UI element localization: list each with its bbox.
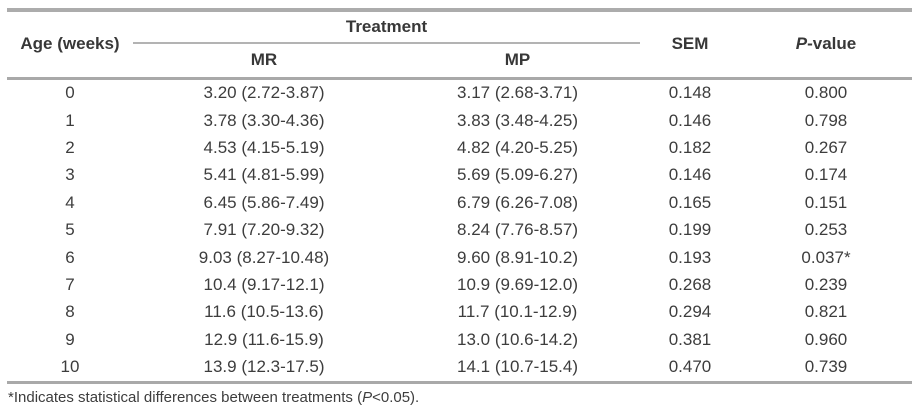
table-row: 10 13.9 (12.3-17.5) 14.1 (10.7-15.4) 0.4… bbox=[7, 353, 912, 382]
p-value-header-italic-p: P bbox=[795, 34, 808, 54]
table-row: 3 5.41 (4.81-5.99) 5.69 (5.09-6.27) 0.14… bbox=[7, 162, 912, 189]
sem-cell: 0.470 bbox=[668, 357, 712, 377]
age-cell: 3 bbox=[65, 165, 75, 185]
p-value-cell: 0.798 bbox=[804, 110, 848, 130]
mp-cell: 5.69 (5.09-6.27) bbox=[457, 165, 578, 185]
mr-cell: 3.78 (3.30-4.36) bbox=[203, 110, 325, 130]
mp-cell: 3.17 (2.68-3.71) bbox=[457, 83, 578, 103]
mp-cell: 3.83 (3.48-4.25) bbox=[457, 110, 578, 130]
mr-cell: 4.53 (4.15-5.19) bbox=[203, 137, 325, 157]
p-value-header-rest: -value bbox=[807, 34, 857, 54]
mr-cell: 12.9 (11.6-15.9) bbox=[204, 329, 324, 349]
table-row: 0 3.20 (2.72-3.87) 3.17 (2.68-3.71) 0.14… bbox=[7, 78, 912, 107]
table-row: 2 4.53 (4.15-5.19) 4.82 (4.20-5.25) 0.18… bbox=[7, 134, 912, 161]
mr-cell: 6.45 (5.86-7.49) bbox=[203, 192, 325, 212]
age-column-header: Age (weeks) bbox=[20, 34, 120, 54]
age-cell: 7 bbox=[65, 274, 75, 294]
p-value-column-header: P-value bbox=[740, 10, 912, 78]
p-value-cell: 0.151 bbox=[804, 192, 848, 212]
age-cell: 10 bbox=[60, 357, 80, 377]
mp-cell: 11.7 (10.1-12.9) bbox=[457, 302, 578, 322]
mp-cell: 8.24 (7.76-8.57) bbox=[457, 220, 578, 240]
sem-cell: 0.148 bbox=[668, 83, 712, 103]
mp-cell: 14.1 (10.7-15.4) bbox=[457, 357, 578, 377]
p-value-cell: 0.174 bbox=[804, 165, 848, 185]
mr-cell: 5.41 (4.81-5.99) bbox=[203, 165, 325, 185]
p-value-cell: 0.037* bbox=[801, 247, 851, 267]
sem-cell: 0.165 bbox=[668, 192, 712, 212]
age-cell: 8 bbox=[65, 302, 75, 322]
table-row: 8 11.6 (10.5-13.6) 11.7 (10.1-12.9) 0.29… bbox=[7, 299, 912, 326]
treatment-column-group-header: Treatment bbox=[133, 10, 640, 44]
table-row: 9 12.9 (11.6-15.9) 13.0 (10.6-14.2) 0.38… bbox=[7, 326, 912, 353]
mr-cell: 11.6 (10.5-13.6) bbox=[204, 302, 324, 322]
mp-cell: 4.82 (4.20-5.25) bbox=[457, 137, 578, 157]
mr-cell: 13.9 (12.3-17.5) bbox=[203, 357, 325, 377]
p-value-cell: 0.739 bbox=[804, 357, 848, 377]
treatment-comparison-table: Age (weeks) Treatment SEM P-value MR MP … bbox=[7, 8, 912, 384]
p-value-cell: 0.800 bbox=[804, 83, 848, 103]
age-cell: 2 bbox=[65, 137, 75, 157]
footnote-post: <0.05). bbox=[372, 388, 420, 406]
mr-cell: 3.20 (2.72-3.87) bbox=[203, 83, 325, 103]
age-cell: 4 bbox=[65, 192, 75, 212]
table-row: 4 6.45 (5.86-7.49) 6.79 (6.26-7.08) 0.16… bbox=[7, 189, 912, 216]
mp-cell: 10.9 (9.69-12.0) bbox=[457, 274, 578, 294]
p-value-cell: 0.267 bbox=[804, 137, 848, 157]
table-footnote: *Indicates statistical differences betwe… bbox=[7, 389, 912, 406]
table-row: 7 10.4 (9.17-12.1) 10.9 (9.69-12.0) 0.26… bbox=[7, 271, 912, 298]
age-cell: 9 bbox=[65, 329, 75, 349]
table-row: 1 3.78 (3.30-4.36) 3.83 (3.48-4.25) 0.14… bbox=[7, 107, 912, 134]
p-value-cell: 0.960 bbox=[804, 329, 848, 349]
age-cell: 6 bbox=[65, 247, 75, 267]
mp-cell: 13.0 (10.6-14.2) bbox=[457, 329, 578, 349]
sem-cell: 0.146 bbox=[668, 110, 712, 130]
footnote-italic-p: P bbox=[362, 388, 373, 406]
mr-cell: 9.03 (8.27-10.48) bbox=[198, 247, 330, 267]
mr-cell: 7.91 (7.20-9.32) bbox=[203, 220, 325, 240]
mp-cell: 6.79 (6.26-7.08) bbox=[457, 192, 578, 212]
footnote-pre: *Indicates statistical differences betwe… bbox=[8, 388, 363, 406]
age-cell: 0 bbox=[65, 83, 75, 103]
mr-cell: 10.4 (9.17-12.1) bbox=[203, 274, 325, 294]
table-row: 6 9.03 (8.27-10.48) 9.60 (8.91-10.2) 0.1… bbox=[7, 244, 912, 271]
sem-cell: 0.268 bbox=[668, 274, 712, 294]
sem-cell: 0.294 bbox=[668, 302, 712, 322]
p-value-cell: 0.821 bbox=[804, 302, 848, 322]
sem-column-header: SEM bbox=[671, 34, 709, 54]
age-cell: 1 bbox=[65, 110, 75, 130]
sem-cell: 0.146 bbox=[668, 165, 712, 185]
age-cell: 5 bbox=[65, 220, 75, 240]
table-row: 5 7.91 (7.20-9.32) 8.24 (7.76-8.57) 0.19… bbox=[7, 216, 912, 243]
sem-cell: 0.182 bbox=[668, 137, 712, 157]
sem-cell: 0.381 bbox=[668, 329, 712, 349]
mp-subcolumn-header: MP bbox=[504, 50, 531, 70]
mr-subcolumn-header: MR bbox=[250, 50, 278, 70]
table-header: Age (weeks) Treatment SEM P-value MR MP bbox=[7, 10, 912, 78]
sem-cell: 0.193 bbox=[668, 247, 712, 267]
mp-cell: 9.60 (8.91-10.2) bbox=[457, 247, 578, 267]
p-value-cell: 0.253 bbox=[804, 220, 848, 240]
p-value-cell: 0.239 bbox=[804, 274, 848, 294]
sem-cell: 0.199 bbox=[668, 220, 712, 240]
table-body: 0 3.20 (2.72-3.87) 3.17 (2.68-3.71) 0.14… bbox=[7, 78, 912, 383]
